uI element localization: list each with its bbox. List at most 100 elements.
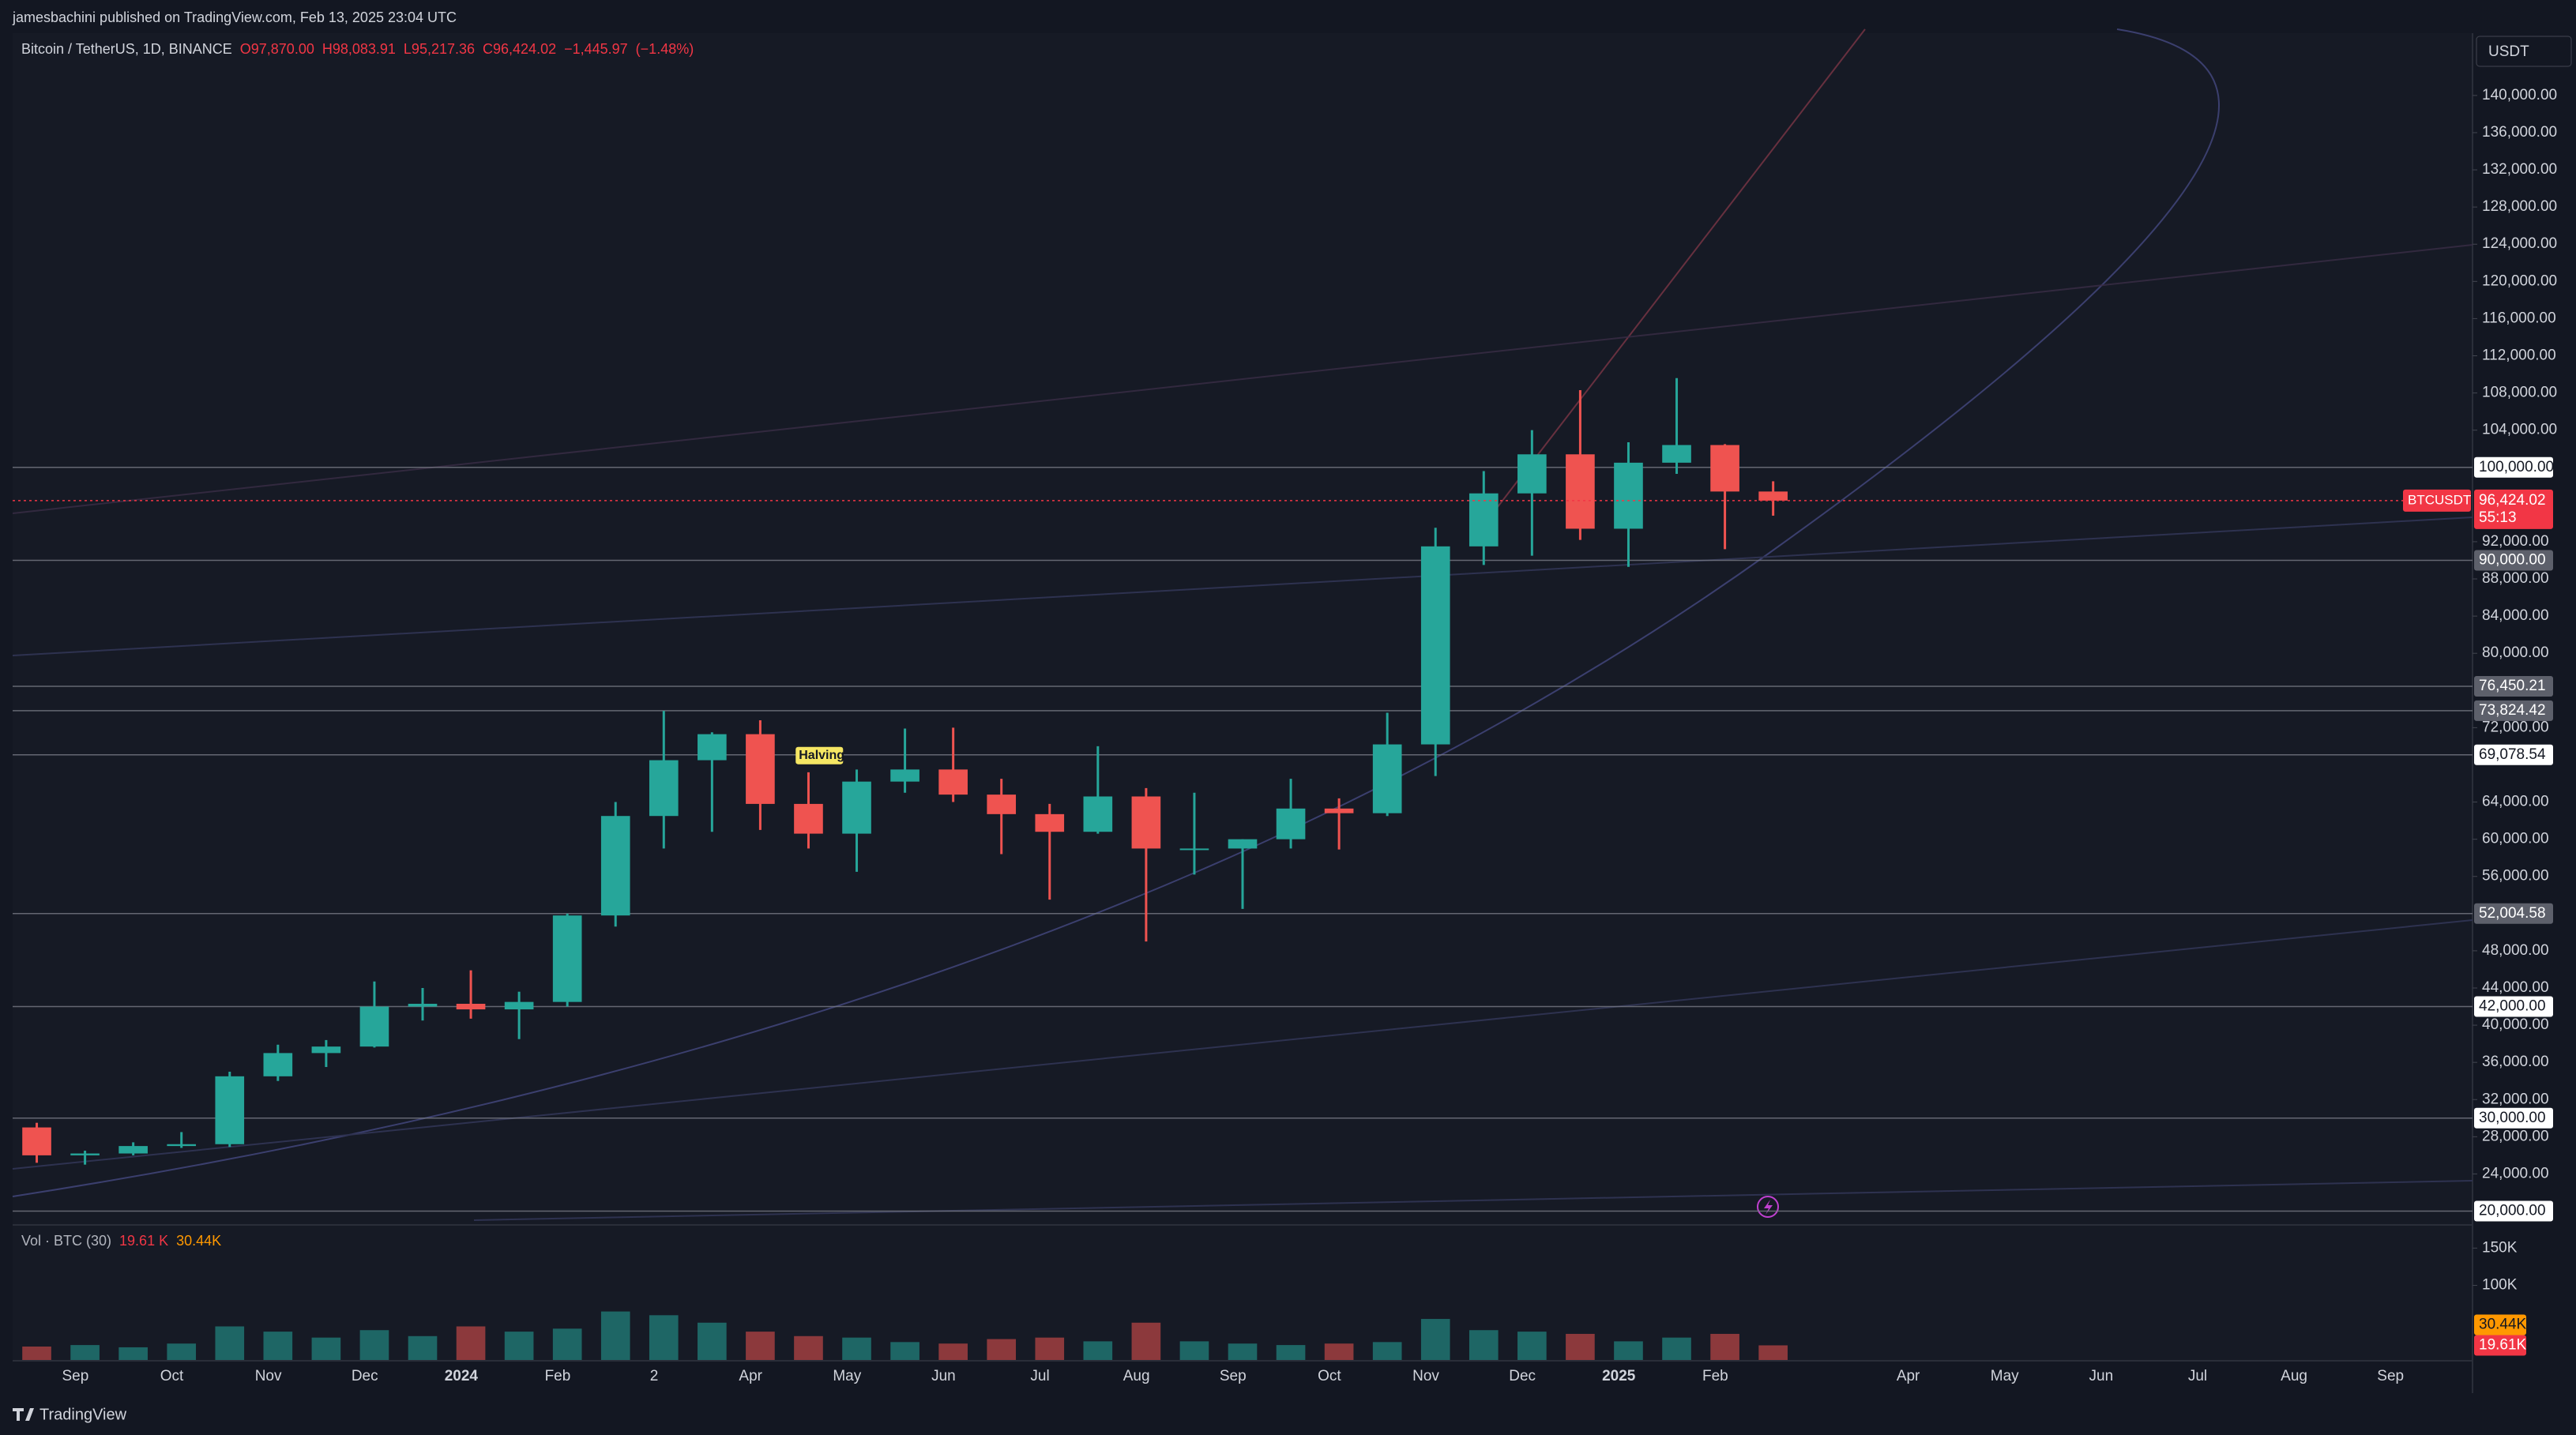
- volume-bar: [698, 1322, 727, 1360]
- y-tick-label: 104,000.00: [2482, 422, 2557, 438]
- x-tick-label: Apr: [1897, 1368, 1920, 1384]
- candle-body: [552, 915, 582, 1002]
- volume-bar: [1372, 1342, 1402, 1360]
- level-label-box: [2474, 700, 2553, 721]
- y-tick-label: 24,000.00: [2482, 1165, 2549, 1181]
- candle-body: [1372, 744, 1402, 813]
- y-tick-label: 56,000.00: [2482, 868, 2549, 885]
- level-label-box: [2474, 744, 2553, 765]
- level-label-box: [2474, 550, 2553, 571]
- countdown: 55:13: [2479, 509, 2517, 526]
- candle-body: [600, 816, 630, 916]
- level-label-box: [2474, 903, 2553, 924]
- volume-bar: [1324, 1343, 1354, 1360]
- volume-bar: [938, 1343, 968, 1360]
- x-tick-label: 2: [650, 1368, 659, 1384]
- volume-ma: 30.44K: [176, 1233, 222, 1249]
- candle-body: [22, 1127, 51, 1155]
- y-tick-label: 72,000.00: [2482, 719, 2549, 735]
- brand-logo: [13, 1408, 34, 1421]
- volume-bar: [1228, 1343, 1258, 1360]
- legend: Bitcoin / TetherUS, 1D, BINANCE O97,870.…: [21, 41, 694, 58]
- volume-title: Vol · BTC (30): [21, 1233, 112, 1249]
- x-tick-label: Nov: [1412, 1368, 1439, 1384]
- ohlc-low: L95,217.36: [403, 41, 476, 57]
- volume-bar: [1035, 1337, 1065, 1360]
- plot-area: [13, 33, 2473, 1360]
- y-tick-label: 40,000.00: [2482, 1016, 2549, 1033]
- trend-line: [12, 244, 2473, 514]
- volume-bar: [1083, 1341, 1113, 1360]
- volume-bar: [504, 1332, 534, 1360]
- ohlc-open: O97,870.00: [239, 41, 314, 57]
- y-tick-label: 80,000.00: [2482, 644, 2549, 661]
- trend-line: [12, 517, 2473, 656]
- x-tick-label: Dec: [1509, 1368, 1536, 1384]
- candle-body: [1517, 454, 1547, 494]
- volume-bar: [70, 1345, 100, 1360]
- candle-body: [263, 1053, 293, 1076]
- candle-body: [842, 781, 871, 834]
- level-label: 100,000.00: [2479, 459, 2554, 475]
- symbol-label: BTCUSDT: [2408, 492, 2471, 507]
- candle-body: [938, 769, 968, 795]
- x-tick-label: 2024: [445, 1368, 479, 1384]
- level-label-box: [2474, 1107, 2553, 1129]
- level-label: 52,004.58: [2479, 905, 2546, 922]
- candle-body: [1035, 813, 1065, 832]
- last-price-box: [2474, 489, 2553, 529]
- y-tick-label: 136,000.00: [2482, 124, 2557, 141]
- volume-bar: [1469, 1330, 1499, 1360]
- candle-body: [698, 734, 727, 761]
- x-tick-label: Oct: [1318, 1368, 1341, 1384]
- volume-bar: [552, 1328, 582, 1360]
- y-tick-label: 84,000.00: [2482, 607, 2549, 624]
- ohlc-high: H98,083.91: [322, 41, 396, 57]
- candle-body: [1662, 445, 1691, 463]
- footer: [0, 1393, 2576, 1435]
- volume-bar: [311, 1337, 341, 1360]
- volume-bar: [842, 1337, 871, 1360]
- y-tick-label: 132,000.00: [2482, 161, 2557, 178]
- y-tick-label: 140,000.00: [2482, 87, 2557, 103]
- volume-bar: [1566, 1333, 1595, 1360]
- candle-body: [167, 1144, 197, 1147]
- publisher: jamesbachini published on TradingView.co…: [12, 9, 457, 25]
- candle-body: [1324, 808, 1354, 813]
- y-tick-label: 92,000.00: [2482, 533, 2549, 550]
- volume-legend: Vol · BTC (30) 19.61 K 30.44K: [21, 1233, 221, 1249]
- volume-bar: [22, 1347, 51, 1360]
- candle-body: [1083, 796, 1113, 832]
- volume-bar: [890, 1342, 919, 1360]
- level-label-box: [2474, 996, 2553, 1017]
- volume-ma-box: [2474, 1314, 2526, 1335]
- volume-last-axis-label: 19.61K: [2479, 1336, 2527, 1353]
- y-tick-label: 120,000.00: [2482, 272, 2557, 289]
- candle-body: [408, 1004, 438, 1007]
- brand: TradingView: [39, 1406, 127, 1423]
- volume-bar: [1420, 1319, 1450, 1360]
- x-tick-label: Sep: [1220, 1368, 1247, 1384]
- volume-bar: [1614, 1341, 1643, 1360]
- volume-last: 19.61 K: [119, 1233, 169, 1249]
- x-tick-label: Jun: [2089, 1368, 2114, 1384]
- volume-bar: [1517, 1332, 1547, 1360]
- ohlc-close: C96,424.02: [483, 41, 557, 57]
- event-icon[interactable]: [1757, 1196, 1779, 1218]
- candle-body: [1614, 462, 1643, 529]
- level-label: 69,078.54: [2479, 746, 2546, 763]
- symbol-box: [2403, 489, 2471, 512]
- volume-bar: [359, 1330, 389, 1360]
- volume-bar: [649, 1315, 679, 1360]
- volume-bar: [456, 1326, 486, 1360]
- last-price-label: 96,424.02: [2479, 492, 2546, 509]
- level-label: 30,000.00: [2479, 1110, 2546, 1126]
- candle-body: [1131, 796, 1161, 849]
- x-tick-label: Jul: [1030, 1368, 1049, 1384]
- candle-body: [1276, 808, 1306, 840]
- y-tick-label: 36,000.00: [2482, 1054, 2549, 1070]
- unit-box[interactable]: [2476, 36, 2572, 67]
- y-tick-label: 48,000.00: [2482, 942, 2549, 959]
- volume-bar: [167, 1343, 197, 1360]
